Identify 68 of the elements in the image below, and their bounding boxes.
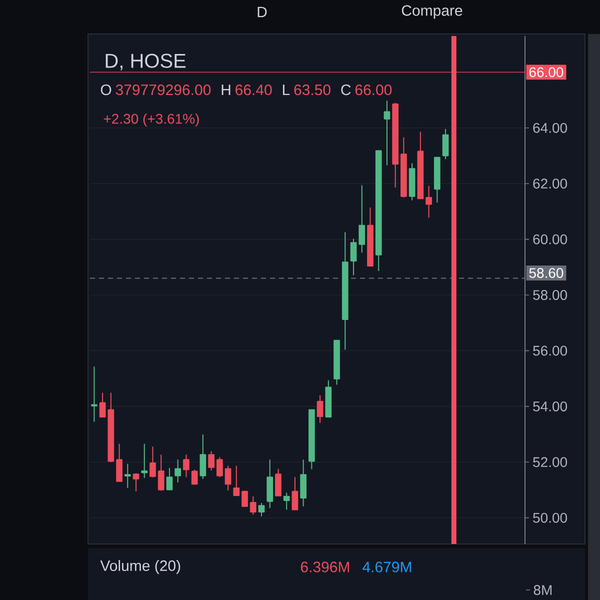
candlestick [300, 459, 306, 507]
annotation: C [341, 84, 351, 96]
candlestick [124, 463, 131, 489]
candlestick [224, 465, 232, 492]
candlestick [384, 100, 390, 166]
y-tick-label: 64.00 [533, 122, 568, 133]
y-tick-label: 58.00 [533, 290, 568, 300]
y-tick-label: 54.00 [533, 401, 568, 412]
candlestick [400, 136, 407, 198]
candlestick [242, 490, 248, 508]
candlestick [233, 465, 240, 496]
candlestick [350, 238, 357, 276]
text: Compare [402, 5, 462, 19]
candlestick [183, 454, 190, 478]
candlestick [200, 434, 206, 480]
text: 4.679M [362, 562, 411, 572]
ref-line-label: 66.00 [529, 67, 564, 78]
candlestick [426, 185, 432, 218]
candlestick [258, 502, 265, 517]
candlestick [132, 472, 140, 492]
candlestick [392, 102, 399, 188]
candlestick [174, 459, 182, 483]
y-tick-label: 52.00 [533, 457, 568, 468]
candlestick [316, 394, 324, 424]
candlestick [434, 156, 440, 204]
text: 6.396M [300, 562, 349, 572]
candlestick [250, 496, 256, 516]
annotation: 66.40 [236, 84, 272, 96]
text: 8M [534, 585, 552, 595]
candlestick [91, 366, 98, 422]
candlestick [375, 150, 382, 272]
candlestick [334, 340, 340, 386]
annotation: H [222, 84, 230, 95]
candlestick [442, 128, 449, 160]
candlestick [325, 380, 332, 418]
candlestick [166, 467, 173, 490]
y-tick-label: 56.00 [533, 346, 568, 356]
text: D, HOSE [106, 54, 186, 70]
y-tick-label: 60.00 [533, 234, 568, 244]
annotation: 66.00 [355, 84, 392, 96]
candlestick [216, 456, 223, 478]
candlestick [408, 162, 416, 201]
candlestick [266, 459, 274, 509]
candlestick [283, 492, 290, 510]
candlestick [150, 446, 156, 478]
annotation: 379779296.00 [116, 84, 211, 96]
annotation: 63.50 [294, 84, 330, 96]
candlestick [158, 454, 164, 492]
annotation: L [282, 84, 290, 95]
candlestick [342, 232, 348, 350]
annotation: +2.30 (+3.61%) [104, 113, 199, 127]
text: Volume (20) [100, 560, 180, 574]
candlestick [208, 450, 214, 471]
y-tick-label: 62.00 [533, 178, 568, 189]
candlestick [358, 184, 366, 254]
annotation: O [100, 84, 112, 96]
candlestick [292, 476, 298, 511]
candlestick [367, 207, 374, 268]
candlestick [99, 392, 106, 418]
candlestick [108, 392, 114, 463]
candlestick [141, 443, 148, 478]
candlestick [275, 468, 282, 497]
candlestick [308, 408, 315, 470]
candlestick [116, 443, 122, 482]
text: D [258, 6, 267, 18]
candlestick [417, 131, 424, 200]
ref-line-label: 58.60 [529, 268, 564, 278]
y-tick-label: 50.00 [533, 512, 568, 523]
